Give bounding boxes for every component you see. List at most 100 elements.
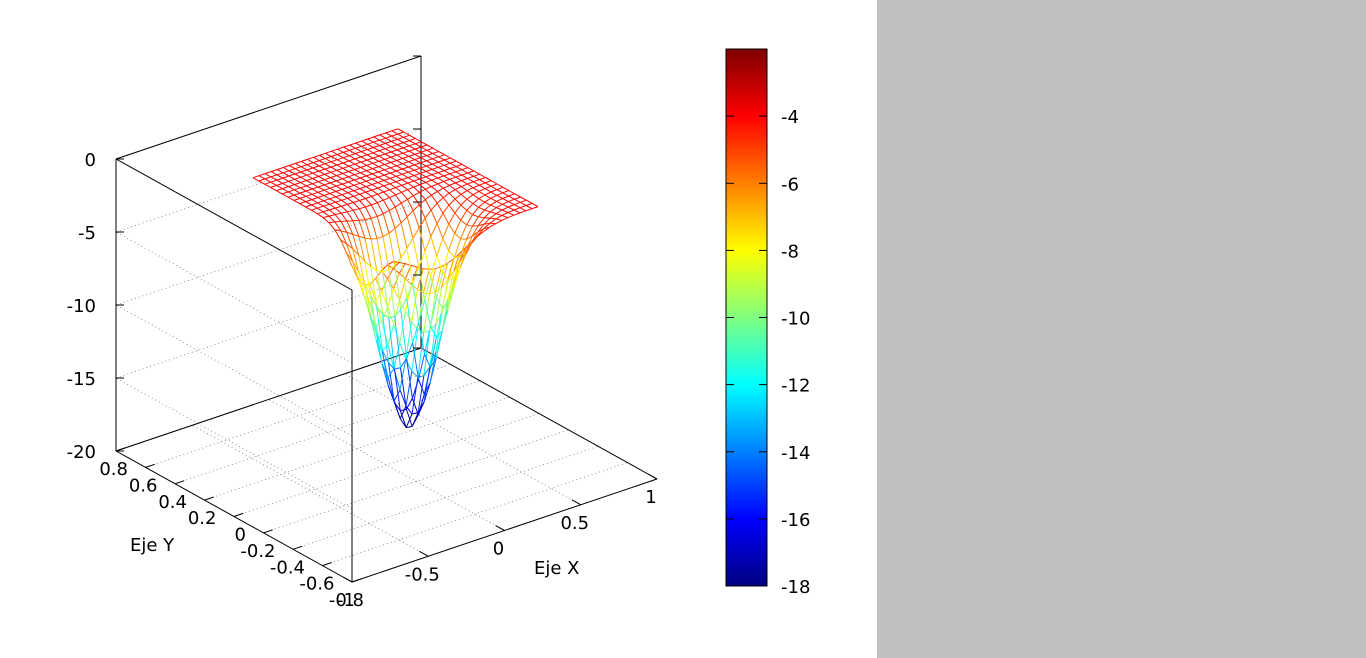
- mesh-segment: [300, 171, 307, 176]
- mesh-segment: [359, 180, 367, 184]
- mesh-segment: [371, 196, 378, 204]
- mesh-segment: [508, 195, 515, 200]
- mesh-segment: [454, 255, 461, 258]
- mesh-segment: [408, 161, 415, 166]
- mesh-segment: [484, 188, 492, 193]
- mesh-segment: [346, 220, 354, 235]
- mesh-segment: [377, 176, 385, 181]
- mesh-segment: [355, 140, 362, 144]
- mesh-segment: [393, 402, 401, 419]
- z-tick-label: -15: [67, 369, 96, 390]
- mesh-segment: [408, 145, 416, 150]
- mesh-segment: [359, 188, 366, 193]
- colorbar-tick-label: -16: [781, 510, 810, 531]
- mesh-segment: [343, 155, 350, 159]
- mesh-segment: [378, 174, 385, 178]
- mesh-segment: [318, 163, 326, 167]
- mesh-segment: [431, 179, 438, 185]
- mesh-segment: [354, 156, 362, 160]
- mesh-segment: [388, 317, 395, 370]
- mesh-segment: [397, 133, 404, 138]
- mesh-segment: [430, 236, 438, 257]
- mesh-segment: [396, 168, 403, 172]
- mesh-segment: [317, 202, 324, 207]
- mesh-segment: [318, 173, 325, 177]
- mesh-segment: [436, 272, 444, 299]
- mesh-segment: [337, 148, 344, 153]
- mesh-segment: [395, 179, 403, 183]
- mesh-segment: [281, 193, 289, 198]
- mesh-segment: [454, 189, 462, 195]
- mesh-segment: [318, 168, 325, 172]
- mesh-segment: [490, 207, 497, 213]
- z-tick-label: -5: [78, 223, 96, 244]
- mesh-segment: [472, 190, 480, 196]
- mesh-segment: [467, 181, 474, 185]
- mesh-segment: [429, 357, 437, 368]
- mesh-segment: [293, 199, 300, 205]
- mesh-segment: [490, 194, 497, 199]
- mesh-segment: [495, 214, 503, 220]
- mesh-segment: [430, 202, 438, 211]
- mesh-segment: [390, 167, 397, 172]
- mesh-segment: [478, 198, 485, 203]
- mesh-segment: [450, 160, 457, 164]
- mesh-segment: [382, 199, 390, 211]
- mesh-segment: [501, 212, 509, 216]
- mesh-segment: [388, 228, 396, 234]
- mesh-segment: [455, 171, 462, 176]
- mesh-segment: [341, 188, 349, 194]
- colorbar-tick-label: -14: [781, 443, 810, 464]
- mesh-segment: [373, 134, 380, 138]
- mesh-segment: [385, 130, 392, 134]
- mesh-segment: [395, 191, 402, 196]
- mesh-segment: [394, 228, 402, 258]
- mesh-segment: [377, 193, 384, 201]
- mesh-segment: [478, 188, 486, 192]
- mesh-segment: [382, 213, 390, 234]
- mesh-segment: [423, 366, 431, 376]
- floor-grid-y: [322, 462, 628, 566]
- mesh-segment: [399, 405, 407, 419]
- mesh-segment: [276, 188, 283, 192]
- mesh-segment: [460, 224, 468, 239]
- mesh-segment: [460, 219, 467, 226]
- x-tick: [495, 525, 505, 531]
- mesh-segment: [341, 199, 348, 205]
- mesh-segment: [372, 162, 379, 168]
- mesh-segment: [478, 184, 486, 190]
- mesh-segment: [270, 171, 278, 176]
- mesh-segment: [371, 184, 379, 189]
- mesh-segment: [400, 309, 408, 359]
- mesh-segment: [387, 344, 395, 369]
- mesh-segment: [425, 174, 433, 178]
- mesh-segment: [379, 142, 386, 146]
- mesh-segment: [455, 182, 462, 188]
- mesh-segment: [324, 168, 331, 173]
- mesh-segment: [324, 161, 332, 165]
- mesh-segment: [477, 231, 484, 236]
- mesh-segment: [507, 214, 515, 219]
- mesh-segment: [420, 157, 427, 162]
- mesh-segment: [371, 202, 378, 206]
- mesh-segment: [288, 178, 295, 182]
- mesh-segment: [484, 191, 492, 196]
- mesh-segment: [300, 169, 308, 173]
- mesh-segment: [429, 337, 437, 368]
- mesh-segment: [383, 189, 390, 193]
- mesh-segment: [429, 292, 437, 331]
- mesh-segment: [531, 202, 539, 208]
- mesh-segment: [381, 350, 389, 387]
- mesh-segment: [426, 158, 433, 162]
- mesh-segment: [444, 157, 451, 161]
- mesh-segment: [450, 157, 457, 162]
- mesh-segment: [454, 204, 462, 214]
- mesh-segment: [455, 180, 462, 184]
- mesh-segment: [403, 131, 410, 136]
- mesh-segment: [347, 204, 354, 211]
- mesh-segment: [329, 193, 336, 198]
- mesh-segment: [406, 342, 414, 359]
- mesh-segment: [294, 173, 301, 178]
- mesh-segment: [414, 159, 421, 164]
